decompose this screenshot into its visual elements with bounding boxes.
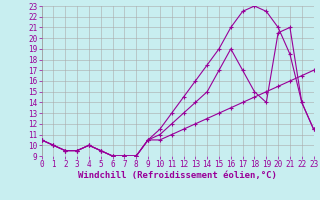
X-axis label: Windchill (Refroidissement éolien,°C): Windchill (Refroidissement éolien,°C) <box>78 171 277 180</box>
